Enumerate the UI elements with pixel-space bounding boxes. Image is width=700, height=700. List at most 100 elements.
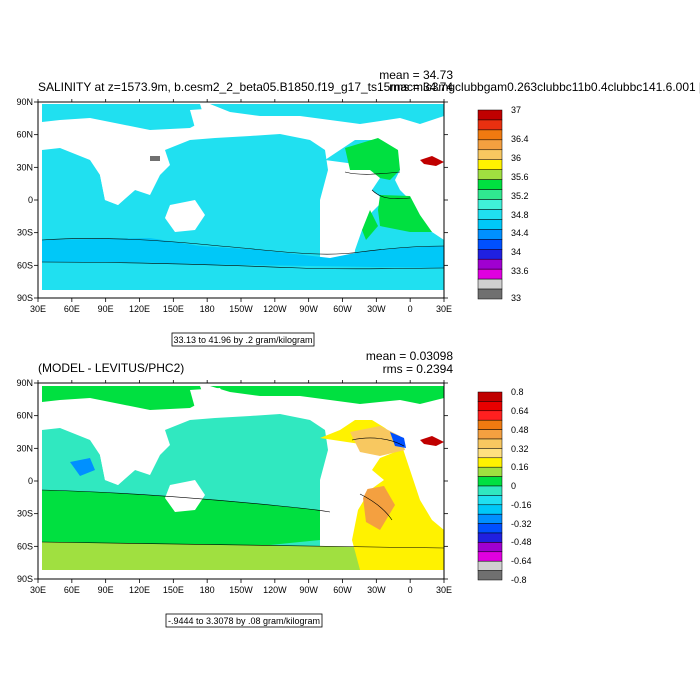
colorbar-swatch — [477, 438, 503, 449]
colorbar-swatch — [477, 560, 503, 571]
lon-tick-label: 30E — [30, 585, 46, 595]
colorbar-label: 34.8 — [511, 210, 529, 220]
colorbar-swatch — [477, 209, 503, 220]
colorbar-label: -0.48 — [511, 537, 532, 547]
colorbar-swatches — [477, 391, 503, 581]
lon-tick-label: 90W — [299, 585, 318, 595]
colorbar-swatch — [477, 551, 503, 562]
mean-stat: mean = 34.73 — [379, 68, 453, 82]
colorbar-swatch — [477, 570, 503, 581]
contour-info: 33.13 to 41.96 by .2 gram/kilogram — [173, 335, 312, 345]
colorbar-swatch — [477, 129, 503, 141]
colorbar-label: -0.64 — [511, 556, 532, 566]
colorbar-swatch — [477, 169, 503, 180]
colorbar-swatch — [477, 249, 503, 260]
lat-tick-label: 90S — [17, 293, 33, 303]
lat-tick-label: 60N — [16, 130, 33, 140]
colorbar: 0.8 0.64 0.48 0.32 0.16 0 -0.16 -0.32 -0… — [477, 387, 532, 585]
colorbar-swatch — [477, 119, 503, 131]
lon-tick-label: 150W — [229, 304, 253, 314]
contour-lines — [41, 171, 445, 270]
colorbar-swatch — [477, 239, 503, 250]
colorbar-label: 0.64 — [511, 406, 529, 416]
colorbar-swatch — [477, 159, 503, 170]
colorbar-swatch — [477, 109, 503, 121]
lat-tick-label: 90S — [17, 574, 33, 584]
colorbar-label: 33 — [511, 293, 521, 303]
colorbar-label: 37 — [511, 105, 521, 115]
colorbar-swatch — [477, 466, 503, 477]
colorbar-swatch — [477, 532, 503, 543]
lat-tick-label: 30S — [17, 228, 33, 238]
colorbar-swatch — [477, 149, 503, 160]
colorbar-swatch — [477, 495, 503, 506]
lon-tick-label: 90E — [98, 585, 114, 595]
colorbar-swatch — [477, 199, 503, 210]
lon-tick-label: 150E — [163, 304, 184, 314]
contour-lines — [41, 437, 445, 549]
colorbar-swatch — [477, 258, 503, 270]
lat-tick-label: 90N — [16, 378, 33, 388]
lon-tick-label: 150W — [229, 585, 253, 595]
lon-tick-label: 0 — [408, 585, 413, 595]
lat-tick-label: 0 — [28, 195, 33, 205]
lat-tick-label: 90N — [16, 97, 33, 107]
colorbar-swatch — [477, 288, 503, 300]
lon-tick-label: 30E — [436, 585, 452, 595]
colorbar-swatch — [477, 485, 503, 496]
colorbar-label: 0.48 — [511, 425, 529, 435]
ocean-field — [42, 104, 444, 290]
colorbar: 37 36.4 36 35.6 35.2 34.8 34.4 34 33.6 3… — [477, 105, 529, 303]
lon-tick-label: 60E — [64, 585, 80, 595]
colorbar-label: 0.16 — [511, 462, 529, 472]
colorbar-swatch — [477, 542, 503, 553]
colorbar-swatch — [477, 391, 503, 402]
map-axes: 30E 60E 90E 120E 150E 180 150W 120W 90W 60W 30W 0 30… — [16, 97, 452, 314]
lon-tick-label: 120E — [129, 585, 150, 595]
colorbar-swatch — [477, 523, 503, 534]
lat-tick-label: 60S — [17, 541, 33, 551]
lon-tick-label: 150E — [163, 585, 184, 595]
lon-tick-label: 30E — [436, 304, 452, 314]
rms-stat: rms = 34.74 — [389, 80, 453, 94]
colorbar-swatch — [477, 189, 503, 200]
salinity-map-panel: SALINITY at z=1573.9m, b.cesm2_2_beta05.… — [16, 68, 700, 347]
colorbar-swatch — [477, 429, 503, 440]
lon-tick-label: 90W — [299, 304, 318, 314]
land-masses — [100, 388, 372, 515]
colorbar-label: 36.4 — [511, 134, 529, 144]
colorbar-swatch — [477, 476, 503, 487]
contour-info-box: 33.13 to 41.96 by .2 gram/kilogram — [171, 332, 315, 347]
lat-tick-label: 0 — [28, 476, 33, 486]
lon-tick-label: 30E — [30, 304, 46, 314]
lon-tick-label: 60W — [333, 585, 352, 595]
lon-tick-label: 0 — [408, 304, 413, 314]
lat-tick-label: 30N — [16, 443, 33, 453]
colorbar-label: 34.4 — [511, 228, 529, 238]
panel-title: (MODEL - LEVITUS/PHC2) — [38, 361, 184, 375]
colorbar-label: 35.6 — [511, 172, 529, 182]
colorbar-swatch — [477, 219, 503, 230]
lat-tick-label: 30S — [17, 509, 33, 519]
lon-tick-label: 180 — [200, 304, 215, 314]
colorbar-label: 0.32 — [511, 444, 529, 454]
colorbar-swatch — [477, 268, 503, 280]
lon-tick-label: 60E — [64, 304, 80, 314]
colorbar-swatch — [477, 139, 503, 151]
colorbar-swatch — [477, 278, 503, 290]
colorbar-swatch — [477, 229, 503, 240]
panel-title: SALINITY at z=1573.9m, b.cesm2_2_beta05.… — [38, 80, 700, 94]
contour-info-box: -.9444 to 3.3078 by .08 gram/kilogram — [165, 613, 323, 628]
rms-stat: rms = 0.2394 — [383, 362, 454, 376]
colorbar-swatch — [477, 401, 503, 412]
colorbar-label: 36 — [511, 153, 521, 163]
lat-tick-label: 30N — [16, 162, 33, 172]
contour-info: -.9444 to 3.3078 by .08 gram/kilogram — [168, 616, 320, 626]
lon-tick-label: 180 — [200, 585, 215, 595]
colorbar-swatch — [477, 457, 503, 468]
lon-tick-label: 90E — [98, 304, 114, 314]
lon-tick-label: 60W — [333, 304, 352, 314]
colorbar-swatch — [477, 448, 503, 459]
lon-tick-label: 120E — [129, 304, 150, 314]
